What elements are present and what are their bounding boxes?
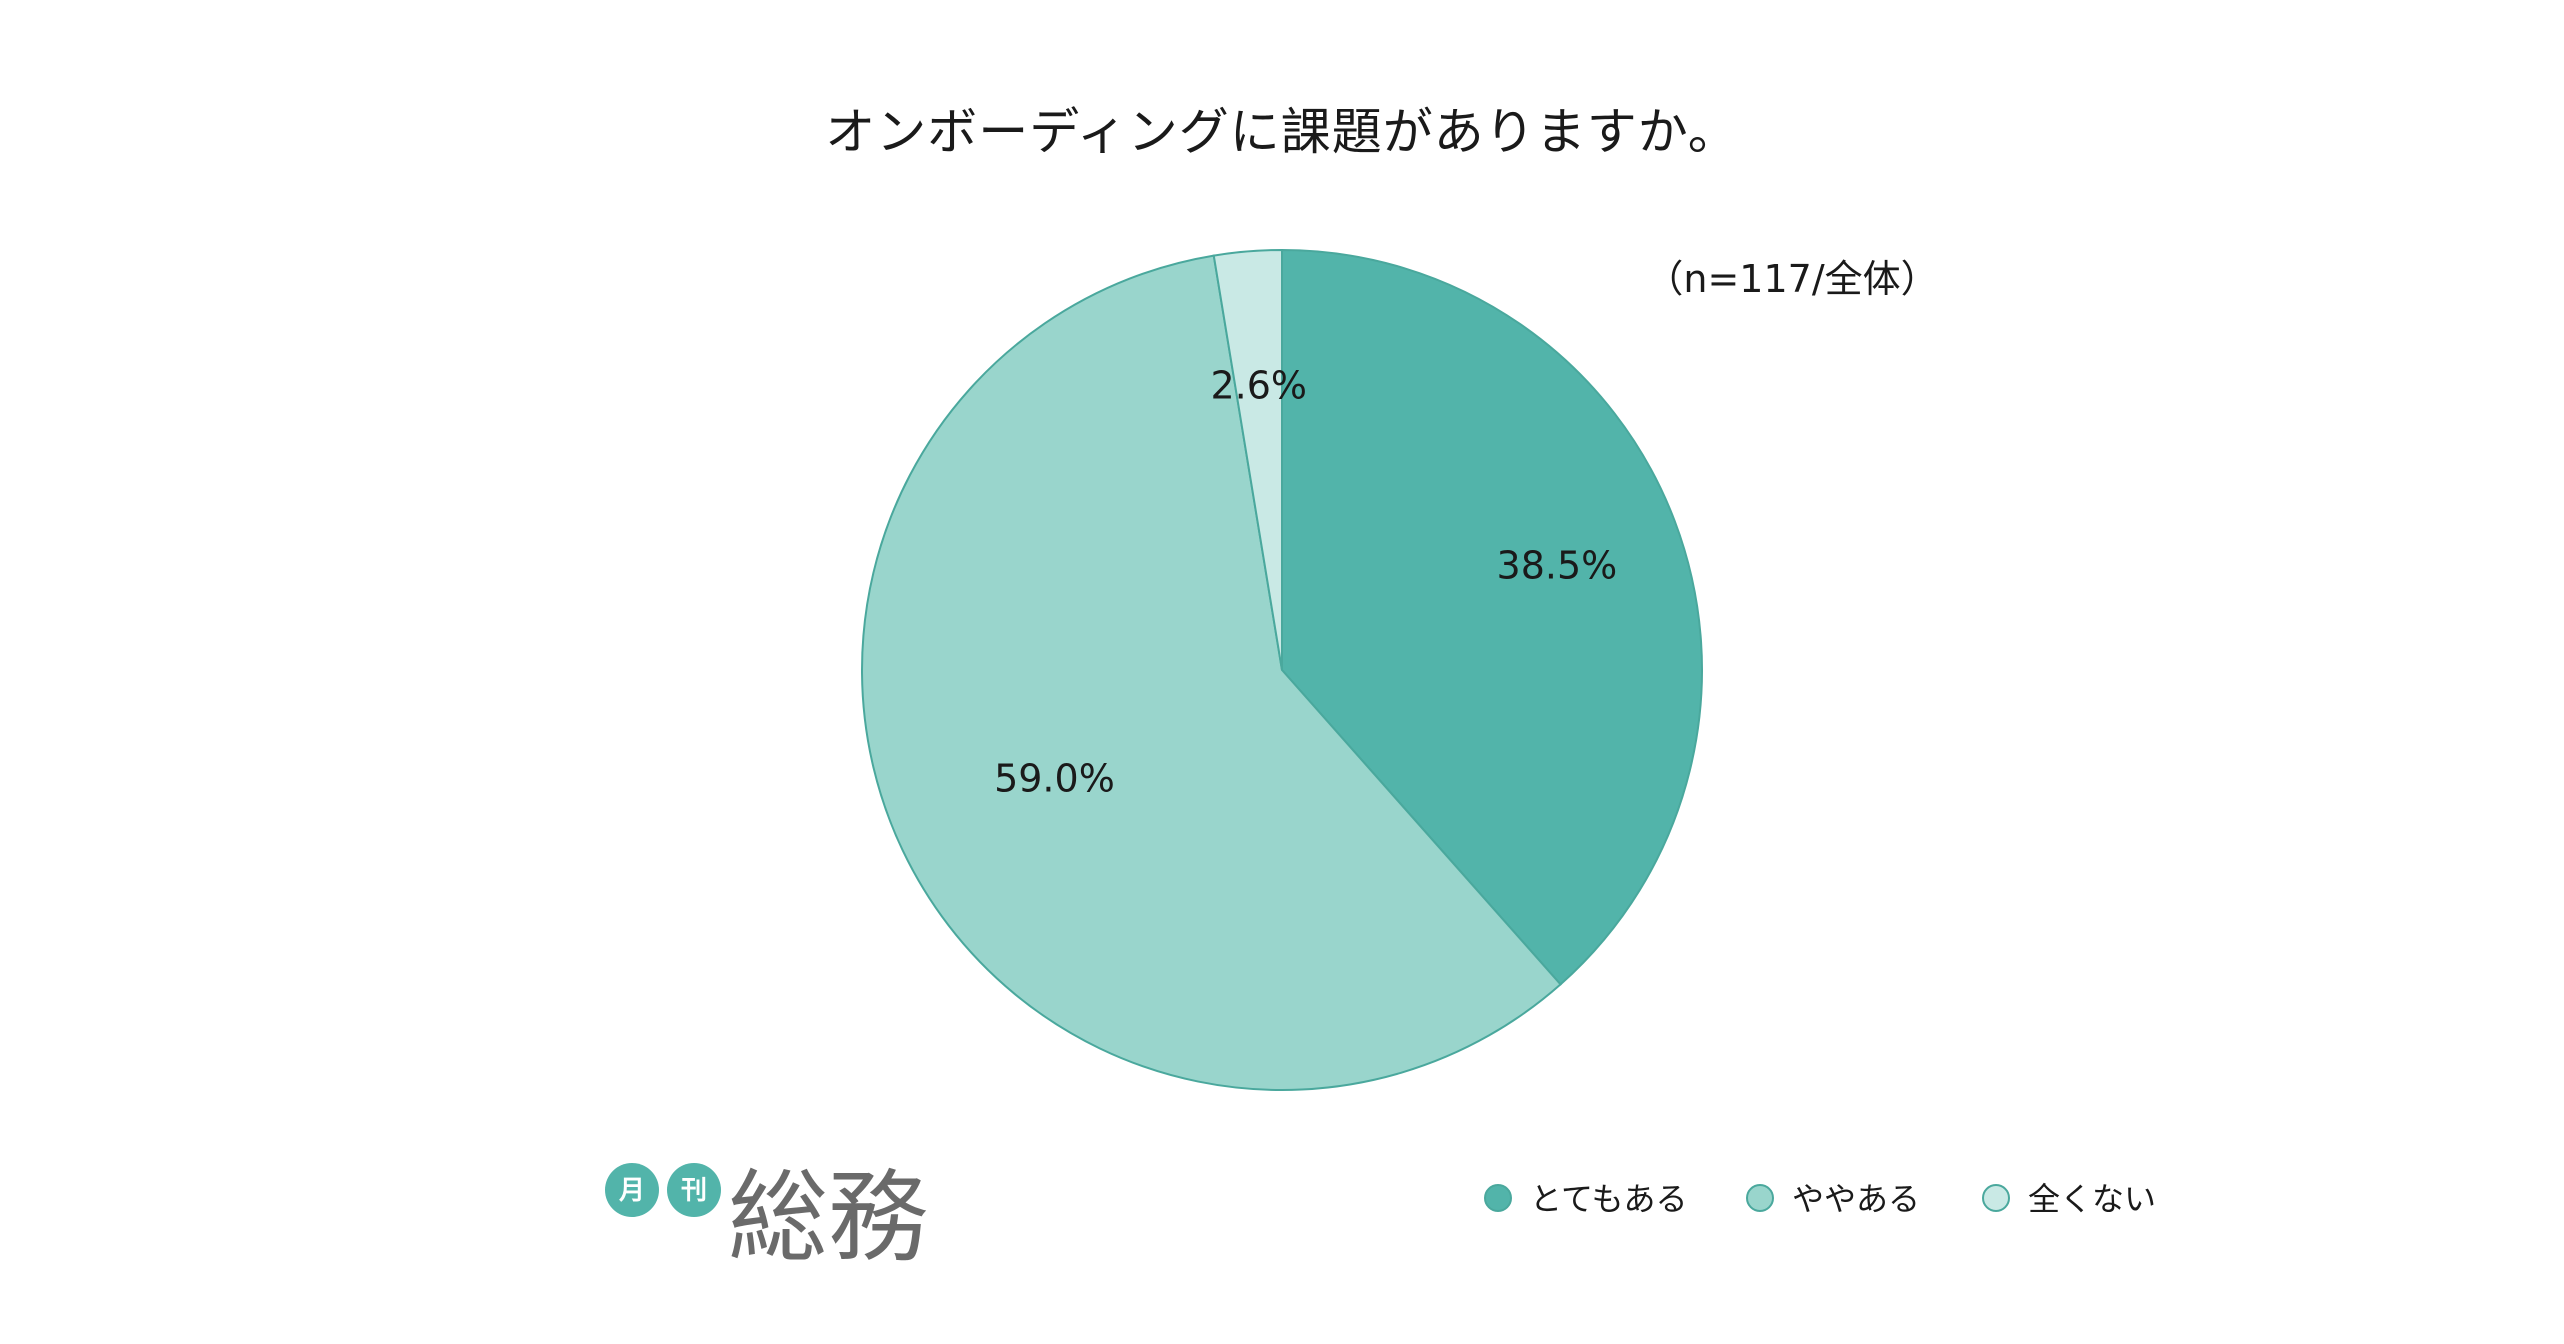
slice-label-somewhat: 59.0% — [994, 756, 1115, 800]
pie-slices — [860, 248, 1703, 1092]
logo-circle-kan — [667, 1163, 721, 1217]
legend-label-none: 全くない — [2028, 1180, 2156, 1218]
chart-title: オンボーディングに課題がありますか。 — [825, 103, 1739, 161]
legend-swatch-somewhat — [1746, 1184, 1774, 1212]
pie-slice-labels: 38.5% 59.0% 2.6% — [994, 363, 1617, 800]
legend-label-somewhat: ややある — [1792, 1180, 1920, 1218]
pie-slice-very — [1281, 248, 1703, 986]
legend-item-none: 全くない — [1982, 1180, 2156, 1218]
sample-size-note: （n=117/全体） — [1645, 257, 1938, 301]
logo-circle-tsuki — [605, 1163, 659, 1217]
legend-swatch-none — [1982, 1184, 2010, 1212]
legend-swatch-very — [1484, 1184, 1512, 1212]
legend: とてもある ややある 全くない — [1484, 1180, 2156, 1218]
slice-label-very: 38.5% — [1497, 544, 1618, 588]
legend-item-very: とてもある — [1484, 1180, 1687, 1218]
legend-item-somewhat: ややある — [1746, 1180, 1920, 1218]
legend-label-very: とてもある — [1530, 1180, 1687, 1218]
slice-label-none: 2.6% — [1210, 363, 1307, 407]
logo-circle-tsuki-text: 月 — [618, 1176, 645, 1206]
pie-slice-none — [1212, 248, 1283, 671]
gekkan-somu-logo: 月 刊 総務 — [605, 1159, 928, 1276]
pie-slice-somewhat — [860, 254, 1562, 1092]
logo-circle-kan-text: 刊 — [681, 1176, 707, 1206]
logo-wordmark: 総務 — [728, 1159, 928, 1276]
